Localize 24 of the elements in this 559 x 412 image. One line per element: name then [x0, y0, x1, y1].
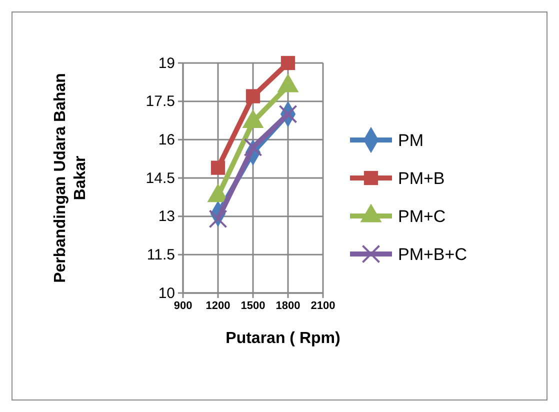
- y-tick-label: 19: [158, 54, 175, 72]
- legend-label: PM: [398, 131, 424, 150]
- point: [280, 56, 296, 70]
- y-tick-label: 14.5: [146, 170, 175, 187]
- point: [244, 138, 262, 157]
- x-tick-label: 1500: [240, 300, 266, 312]
- x-tick-label: 1800: [276, 300, 300, 312]
- legend-label: PM+B: [398, 169, 445, 188]
- point: [210, 160, 226, 175]
- y-tick-label: 11.5: [146, 246, 175, 264]
- y-tick-label: 10: [158, 284, 175, 302]
- point: [246, 89, 260, 104]
- y-tick-label: 17.5: [146, 93, 175, 110]
- point: [278, 104, 298, 124]
- x-axis-title: Putaran ( Rpm): [226, 330, 340, 347]
- y-tick-label: 16: [158, 131, 175, 148]
- x-tick-label: 900: [174, 300, 192, 312]
- y-tick-label: 13: [158, 208, 175, 226]
- y-axis-title: Perbandingan Udara Bahan Bakar: [52, 73, 89, 283]
- x-tick-label: 1200: [206, 300, 230, 312]
- x-tick-label: 2100: [310, 300, 336, 312]
- legend-label: PM+C: [398, 207, 446, 226]
- point: [208, 210, 228, 228]
- legend-label: PM+B+C: [398, 245, 467, 264]
